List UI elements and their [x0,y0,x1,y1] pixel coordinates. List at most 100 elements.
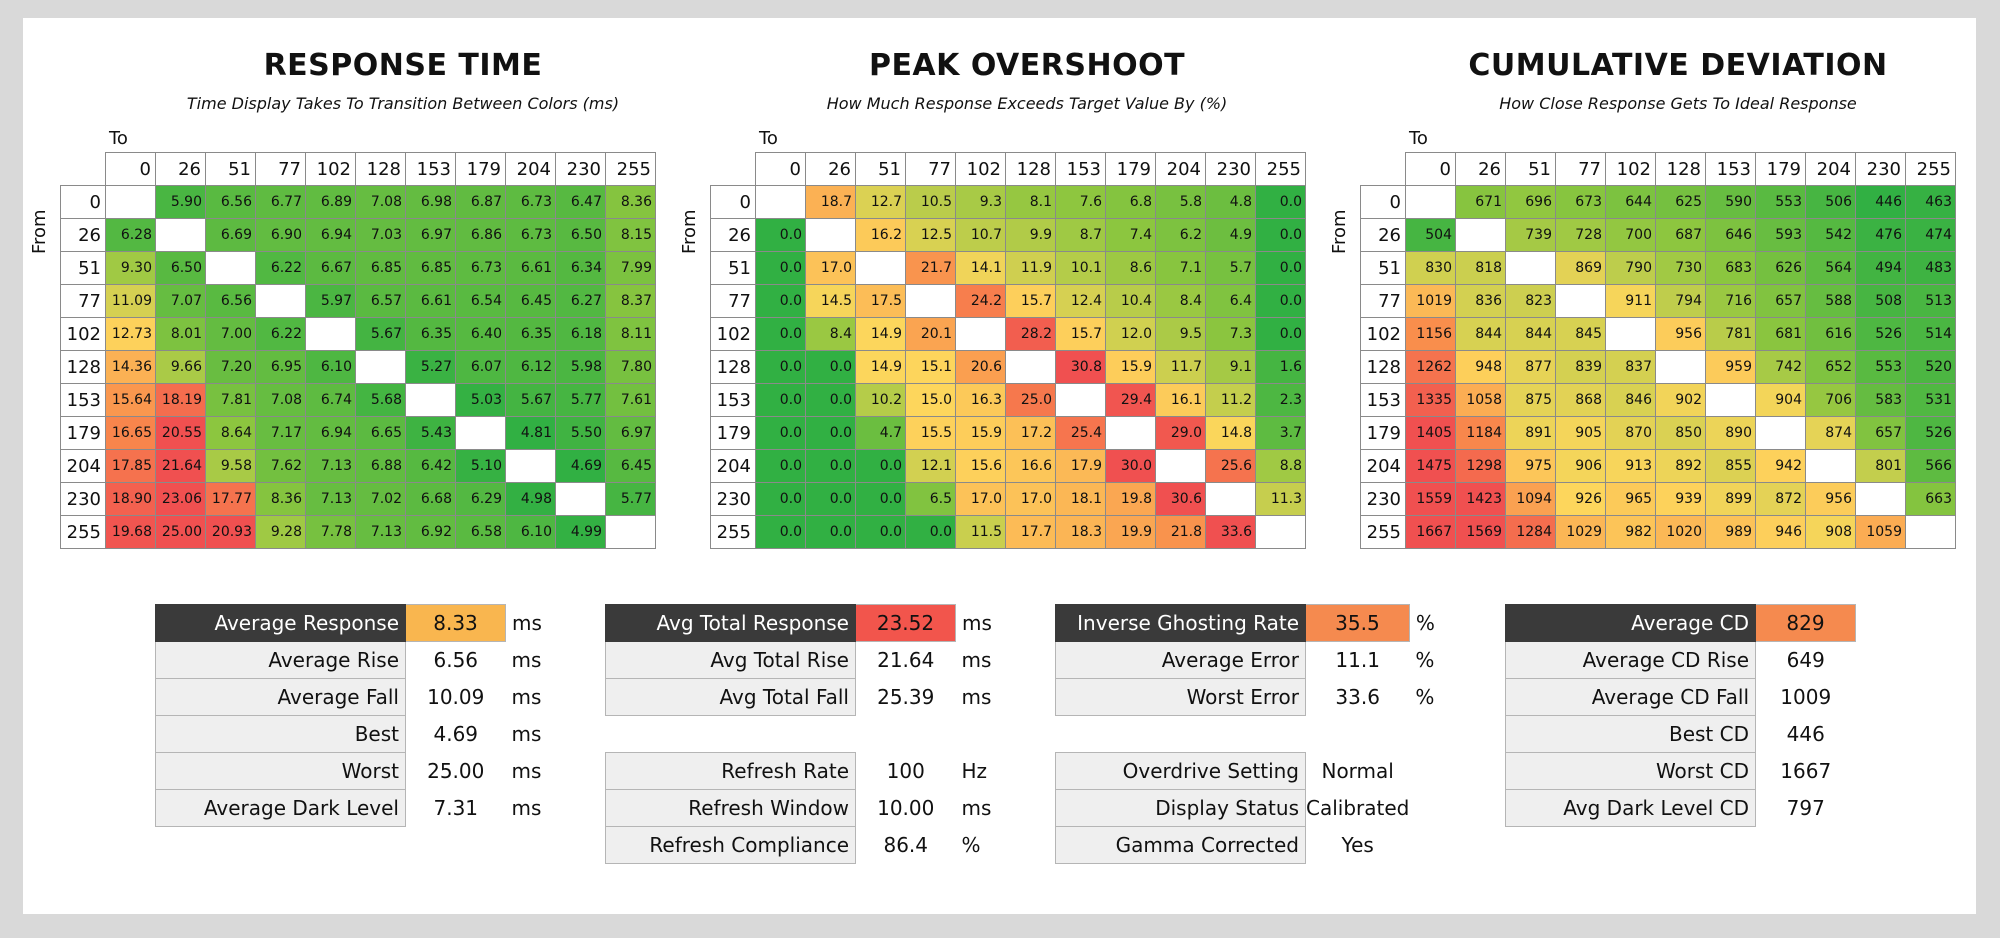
stat-unit: ms [962,611,992,635]
heatmap-row: 153 0.0 0.0 10.2 15.0 16.3 25.0 29.4 16.1 11.2 2.3 [710,383,1306,417]
stat-row: Refresh Rate 100 Hz [605,752,1006,790]
stat-unit: ms [511,796,542,820]
heatmap-cell: 683 [1705,251,1756,285]
heatmap-cell: 6.85 [405,251,456,285]
heatmap-cell: 0.0 [1255,317,1306,351]
heatmap-cell: 21.7 [905,251,956,285]
heatmap-cell: 671 [1455,185,1506,219]
heatmap-cell: 16.3 [955,383,1006,417]
heatmap-cell: 17.0 [805,251,856,285]
heatmap-cell: 626 [1755,251,1806,285]
row-header: 102 [60,317,106,351]
heatmap-cell: 6.68 [405,482,456,516]
heatmap-cell: 902 [1655,383,1706,417]
column-header: 128 [1005,152,1056,186]
heatmap-cell: 7.3 [1205,317,1256,351]
heatmap-cell: 17.5 [855,284,906,318]
heatmap-cell: 21.64 [155,449,206,483]
heatmap-cell: 0.0 [755,449,806,483]
heatmap-cell: 29.4 [1105,383,1156,417]
heatmap-cell: 6.50 [555,218,606,252]
heatmap-cell: 474 [1905,218,1956,252]
heatmap-cell: 8.8 [1255,449,1306,483]
heatmap-cell: 16.1 [1155,383,1206,417]
response-time-stats: Average Response 8.33 ms Average Rise 6.56 ms… [155,604,556,827]
heatmap-cell: 8.11 [605,317,656,351]
heatmap-cell: 15.6 [955,449,1006,483]
heatmap-cell: 0.0 [805,482,856,516]
heatmap-corner [60,152,106,186]
heatmap-cell-empty [1805,449,1856,483]
heatmap-cell: 855 [1705,449,1756,483]
heatmap-cell: 514 [1905,317,1956,351]
heatmap-cell: 846 [1605,383,1656,417]
heatmap-cell: 5.67 [355,317,406,351]
stat-row: Average Fall 10.09 ms [155,678,556,716]
heatmap-cell: 590 [1705,185,1756,219]
heatmap-cell: 1029 [1555,515,1606,549]
heatmap-row: 230 18.90 23.06 17.77 8.36 7.13 7.02 6.68 6.29 4.… [60,482,656,516]
heatmap-corner [1360,152,1406,186]
heatmap-cell: 553 [1755,185,1806,219]
heatmap-cell: 17.0 [1005,482,1056,516]
heatmap-cell: 6.5 [905,482,956,516]
peak-overshoot-heatmap: 0 26 51 77 102 128 153 179 204 230 255 0 18.7 12.7 10.… [710,152,1306,549]
heatmap-cell: 12.5 [905,218,956,252]
heatmap-row: 26 0.0 16.2 12.5 10.7 9.9 8.7 7.4 6.2 4.9 0.0 [710,218,1306,252]
heatmap-cell-empty [605,515,656,549]
heatmap-cell: 0.0 [755,482,806,516]
column-header: 0 [105,152,156,186]
ghosting-stats: Inverse Ghosting Rate 35.5% Average Error 1… [1055,604,1499,864]
heatmap-cell: 6.61 [505,251,556,285]
row-header: 0 [1360,185,1406,219]
heatmap-cell: 8.36 [605,185,656,219]
stat-unit [1856,642,1886,679]
heatmap-cell: 6.12 [505,350,556,384]
heatmap-row: 204 17.85 21.64 9.58 7.62 7.13 6.88 6.42 5.10 4.6… [60,449,656,483]
heatmap-cell: 0.0 [855,482,906,516]
heatmap-cell: 646 [1705,218,1756,252]
heatmap-cell: 696 [1505,185,1556,219]
heatmap-row: 51 0.0 17.0 21.7 14.1 11.9 10.1 8.6 7.1 5.7 0.0 [710,251,1306,285]
heatmap-cell: 14.9 [855,317,906,351]
stat-unit [1856,716,1886,753]
heatmap-cell-empty [1655,350,1706,384]
heatmap-cell: 5.97 [305,284,356,318]
heatmap-cell: 6.58 [455,515,506,549]
column-header: 26 [155,152,206,186]
heatmap-cell: 890 [1705,416,1756,450]
heatmap-cell: 28.2 [1005,317,1056,351]
heatmap-cell-empty [1255,515,1306,549]
stat-label: Avg Dark Level CD [1505,789,1756,827]
column-header: 77 [255,152,306,186]
stat-unit [1409,827,1499,864]
column-header: 102 [1605,152,1656,186]
heatmap-row: 230 1559 1423 1094 926 965 939 899 872 956 663 [1360,482,1956,516]
heatmap-row: 102 1156 844 844 845 956 781 681 616 526 514 [1360,317,1956,351]
stat-label: Avg Total Rise [605,641,856,679]
heatmap-cell: 7.4 [1105,218,1156,252]
row-header: 0 [60,185,106,219]
row-header: 153 [60,383,106,417]
heatmap-cell: 6.45 [505,284,556,318]
heatmap-cell: 0.0 [805,350,856,384]
heatmap-cell: 4.81 [505,416,556,450]
heatmap-cell: 18.90 [105,482,156,516]
heatmap-cell: 508 [1855,284,1906,318]
stat-value: Calibrated [1306,796,1410,820]
stat-row [606,716,1006,753]
heatmap-cell: 5.50 [555,416,606,450]
heatmap-cell: 506 [1805,185,1856,219]
heatmap-cell: 652 [1805,350,1856,384]
stat-label: Overdrive Setting [1055,752,1306,790]
heatmap-cell: 9.30 [105,251,156,285]
heatmap-cell: 11.2 [1205,383,1256,417]
results-card: RESPONSE TIME Time Display Takes To Tran… [23,18,1976,914]
heatmap-cell: 7.62 [255,449,306,483]
heatmap-cell: 823 [1505,284,1556,318]
heatmap-cell: 6.61 [405,284,456,318]
heatmap-cell: 6.10 [305,350,356,384]
heatmap-cell: 10.5 [905,185,956,219]
heatmap-cell: 5.03 [455,383,506,417]
heatmap-cell: 982 [1605,515,1656,549]
